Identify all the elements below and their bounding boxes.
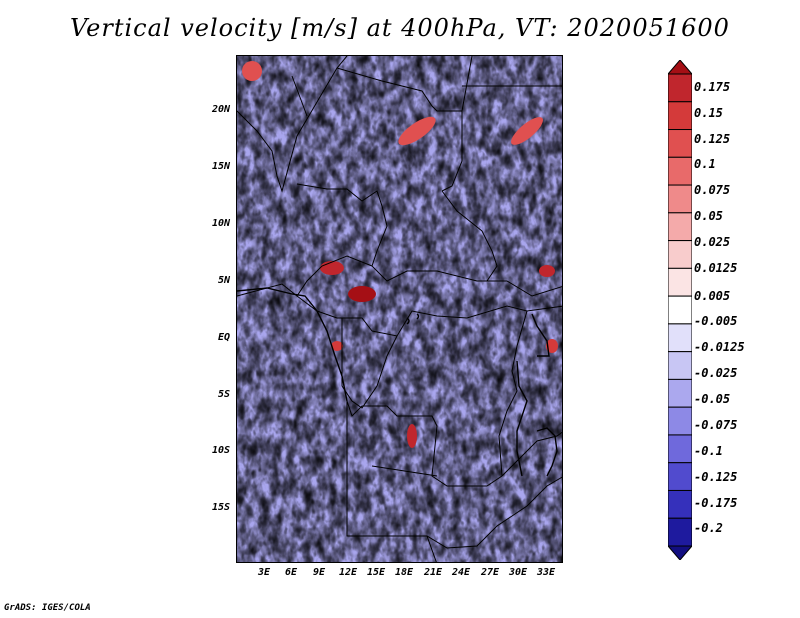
lat-label-5n: 5N bbox=[217, 275, 230, 286]
colorbar-label-m0175: -0.175 bbox=[694, 496, 738, 510]
lon-label-21e: 21E bbox=[423, 567, 443, 578]
convective-cores bbox=[242, 61, 558, 448]
colorbar-segment bbox=[668, 378, 692, 408]
colorbar-segment bbox=[668, 323, 692, 353]
colorbar-label-m02: -0.2 bbox=[694, 521, 723, 535]
colorbar-label-0025: 0.025 bbox=[694, 235, 731, 249]
colorbar-segment bbox=[668, 267, 692, 297]
colorbar-label-m005: -0.05 bbox=[694, 392, 731, 406]
neutral-field bbox=[237, 56, 562, 562]
lon-label-9e: 9E bbox=[312, 567, 326, 578]
colorbar-label-01: 0.1 bbox=[694, 157, 716, 171]
grads-credit: GrADS: IGES/COLA bbox=[4, 603, 91, 613]
colorbar-segment bbox=[668, 406, 692, 436]
colorbar-segment bbox=[668, 434, 692, 464]
lon-label-33e: 33E bbox=[536, 567, 556, 578]
colorbar-segment bbox=[668, 240, 692, 269]
colorbar-label-m0075: -0.075 bbox=[694, 418, 738, 432]
lat-label-15s: 15S bbox=[211, 502, 230, 513]
colorbar-bottom-arrow bbox=[668, 545, 692, 560]
colorbar bbox=[668, 60, 692, 560]
coastlines bbox=[237, 287, 558, 477]
lon-label-30e: 30E bbox=[508, 567, 528, 578]
colorbar-top-arrow bbox=[668, 60, 692, 75]
colorbar-segment bbox=[668, 101, 692, 131]
colorbar-segment bbox=[668, 73, 692, 103]
lon-label-24e: 24E bbox=[451, 567, 471, 578]
lat-label-20n: 20N bbox=[211, 104, 230, 115]
colorbar-label-00125: 0.0125 bbox=[694, 261, 738, 275]
colorbar-segment bbox=[668, 517, 692, 547]
colorbar-label-m0005: -0.005 bbox=[694, 314, 738, 328]
colorbar-segment bbox=[668, 212, 692, 242]
lat-label-10s: 10S bbox=[211, 445, 230, 456]
colorbar-label-0075: 0.075 bbox=[694, 183, 731, 197]
lon-label-6e: 6E bbox=[284, 567, 298, 578]
colorbar-segment bbox=[668, 156, 692, 186]
chart-title: Vertical velocity [m/s] at 400hPa, VT: 2… bbox=[70, 14, 730, 42]
colorbar-label-0175: 0.175 bbox=[694, 80, 731, 94]
colorbar-label-m0025: -0.025 bbox=[694, 366, 738, 380]
colorbar-segment bbox=[668, 351, 692, 380]
colorbar-label-m0125: -0.125 bbox=[694, 470, 738, 484]
colorbar-label-005: 0.05 bbox=[694, 209, 723, 223]
colorbar-label-0125: 0.125 bbox=[694, 132, 731, 146]
colorbar-segment bbox=[668, 462, 692, 491]
lon-label-18e: 18E bbox=[394, 567, 414, 578]
colorbar-segment bbox=[668, 184, 692, 214]
country-borders bbox=[237, 56, 562, 562]
colorbar-segment bbox=[668, 129, 692, 158]
velocity-field-map bbox=[237, 56, 562, 562]
colorbar-segment bbox=[668, 489, 692, 519]
lat-label-15n: 15N bbox=[211, 161, 230, 172]
map-panel bbox=[236, 55, 563, 563]
lat-label-eq: EQ bbox=[217, 332, 230, 343]
lon-label-12e: 12E bbox=[338, 567, 358, 578]
colorbar-label-0005: 0.005 bbox=[694, 289, 731, 303]
colorbar-label-m00125: -0.0125 bbox=[694, 340, 745, 354]
lon-label-15e: 15E bbox=[366, 567, 386, 578]
lon-label-27e: 27E bbox=[480, 567, 500, 578]
lat-label-10n: 10N bbox=[211, 218, 230, 229]
lat-label-5s: 5S bbox=[217, 389, 230, 400]
colorbar-label-015: 0.15 bbox=[694, 106, 723, 120]
lon-label-3e: 3E bbox=[257, 567, 271, 578]
colorbar-segment bbox=[668, 295, 692, 325]
colorbar-label-m01: -0.1 bbox=[694, 444, 723, 458]
